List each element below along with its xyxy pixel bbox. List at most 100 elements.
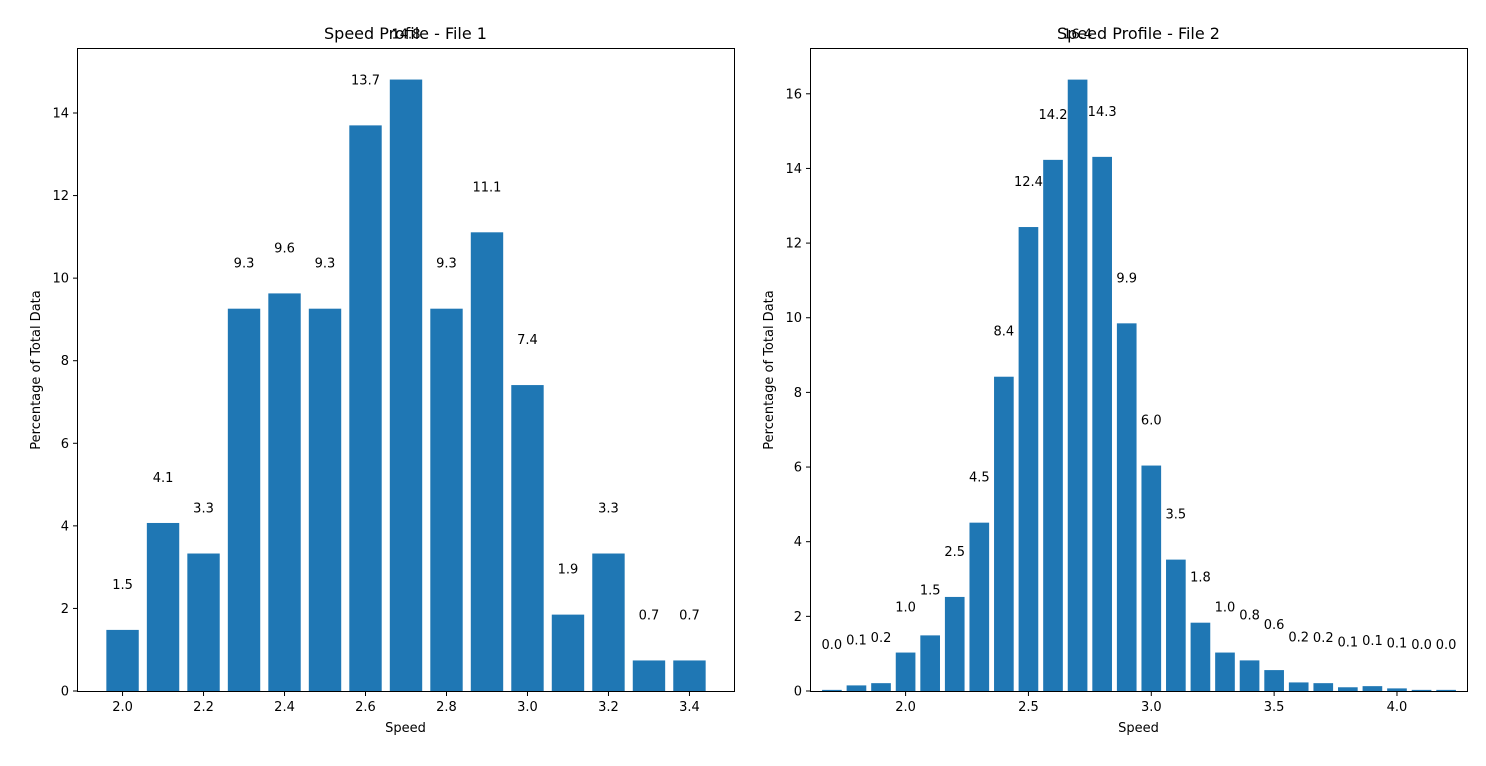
bar xyxy=(308,308,342,691)
bar-value-label: 0.2 xyxy=(871,631,892,646)
plot-frame xyxy=(810,48,1468,692)
x-tick-label: 3.4 xyxy=(679,700,700,715)
y-tick-label: 4 xyxy=(61,519,69,534)
bar-value-label: 8.4 xyxy=(994,325,1015,340)
bar-value-label: 4.5 xyxy=(969,471,990,486)
bar-value-label: 0.8 xyxy=(1239,608,1260,623)
bar-value-label: 0.1 xyxy=(846,633,867,648)
bar xyxy=(1264,670,1284,691)
y-tick-label: 2 xyxy=(794,610,802,625)
x-tick-label: 3.0 xyxy=(1141,700,1162,715)
x-axis-label: Speed xyxy=(385,721,426,736)
bar-value-label: 0.7 xyxy=(679,608,700,623)
bar-series xyxy=(106,79,706,692)
bar xyxy=(944,596,965,691)
y-tick-label: 16 xyxy=(785,87,802,102)
bar-value-label: 6.0 xyxy=(1141,414,1162,429)
bar xyxy=(920,635,940,691)
x-tick-label: 2.5 xyxy=(1018,700,1039,715)
bar-value-label: 14.8 xyxy=(392,28,421,43)
bar xyxy=(673,660,706,691)
bar xyxy=(146,522,180,691)
y-tick-label: 6 xyxy=(61,437,69,452)
bar xyxy=(822,689,842,691)
bar-value-label: 1.5 xyxy=(920,583,941,598)
bar xyxy=(1362,686,1383,691)
x-tick-label: 2.2 xyxy=(193,700,214,715)
bar xyxy=(187,553,220,691)
bar-value-label: 1.0 xyxy=(895,601,916,616)
bar-value-label: 3.5 xyxy=(1166,508,1187,523)
bar xyxy=(1288,682,1309,691)
bar-value-label: 3.3 xyxy=(598,502,619,517)
bar xyxy=(1018,227,1039,692)
y-tick-label: 8 xyxy=(61,354,69,369)
bar-value-label: 7.4 xyxy=(517,333,538,348)
bar xyxy=(1313,683,1334,691)
bar-value-label: 9.3 xyxy=(436,257,457,272)
y-axis-label: Percentage of Total Data xyxy=(762,290,777,449)
x-tick-label: 2.0 xyxy=(895,700,916,715)
y-axis-ticks: 0 2 4 6 8 10 12 14 xyxy=(52,106,78,700)
bar-value-label: 1.0 xyxy=(1215,601,1236,616)
x-tick-label: 3.0 xyxy=(517,700,538,715)
y-tick-label: 4 xyxy=(794,535,802,550)
y-axis-ticks: 0 2 4 6 8 10 12 14 16 xyxy=(785,87,811,700)
y-tick-label: 14 xyxy=(785,162,802,177)
bar xyxy=(551,614,585,691)
bar xyxy=(895,652,916,691)
bar-value-label: 0.1 xyxy=(1362,634,1383,649)
bar-value-label: 0.0 xyxy=(822,638,843,653)
bar-value-label: 0.1 xyxy=(1387,636,1408,651)
bar xyxy=(632,660,666,691)
y-tick-label: 8 xyxy=(794,386,802,401)
x-tick-label: 2.4 xyxy=(274,700,295,715)
bar-value-label: 0.1 xyxy=(1337,635,1358,650)
x-axis-ticks: 2.0 2.2 2.4 2.6 2.8 3.0 3.2 3.4 xyxy=(112,691,700,715)
bar xyxy=(1411,689,1432,691)
bar-value-label: 9.3 xyxy=(315,257,336,272)
y-tick-label: 12 xyxy=(785,237,802,252)
bar xyxy=(1092,156,1112,691)
y-tick-label: 0 xyxy=(61,685,69,700)
bar xyxy=(969,522,990,691)
chart-title: Speed Profile - File 2 xyxy=(1057,24,1220,43)
bar xyxy=(846,685,867,691)
bar-value-label: 11.1 xyxy=(473,180,502,195)
chart-panel-file-1: Speed Profile - File 1 1.5 4.1 3.3 9.3 9.6 9.… xyxy=(29,24,735,736)
bar-series xyxy=(822,79,1456,692)
y-tick-label: 2 xyxy=(61,602,69,617)
bar xyxy=(1215,652,1235,691)
x-tick-label: 2.8 xyxy=(436,700,457,715)
chart-title: Speed Profile - File 1 xyxy=(324,24,487,43)
bar-value-label: 14.2 xyxy=(1039,108,1068,123)
bar-value-label: 1.8 xyxy=(1190,571,1211,586)
bar xyxy=(1387,688,1407,691)
x-axis-label: Speed xyxy=(1118,721,1159,736)
y-tick-label: 12 xyxy=(52,189,69,204)
bar-value-label: 1.9 xyxy=(558,563,579,578)
bar xyxy=(430,308,463,691)
x-tick-label: 4.0 xyxy=(1387,700,1408,715)
bar xyxy=(592,553,625,691)
y-tick-label: 10 xyxy=(52,272,69,287)
bar xyxy=(227,308,261,691)
x-tick-label: 2.0 xyxy=(112,700,133,715)
bar-value-label: 0.0 xyxy=(1411,638,1432,653)
bar xyxy=(1166,559,1186,691)
bar-data-labels: 1.5 4.1 3.3 9.3 9.6 9.3 13.7 14.8 9.3 11.1 7.4 1.9 3… xyxy=(112,28,700,624)
bar-value-label: 9.9 xyxy=(1116,271,1137,286)
x-axis-ticks: 2.0 2.5 3.0 3.5 4.0 xyxy=(895,691,1408,715)
bar xyxy=(268,293,301,691)
bar xyxy=(106,629,139,691)
bar-value-label: 9.6 xyxy=(274,241,295,256)
bar xyxy=(349,125,382,691)
bar xyxy=(470,232,504,691)
bar-value-label: 2.5 xyxy=(944,545,965,560)
bar xyxy=(1436,689,1456,691)
bar xyxy=(1141,465,1162,691)
bar xyxy=(1190,622,1211,691)
bar xyxy=(1043,159,1063,692)
